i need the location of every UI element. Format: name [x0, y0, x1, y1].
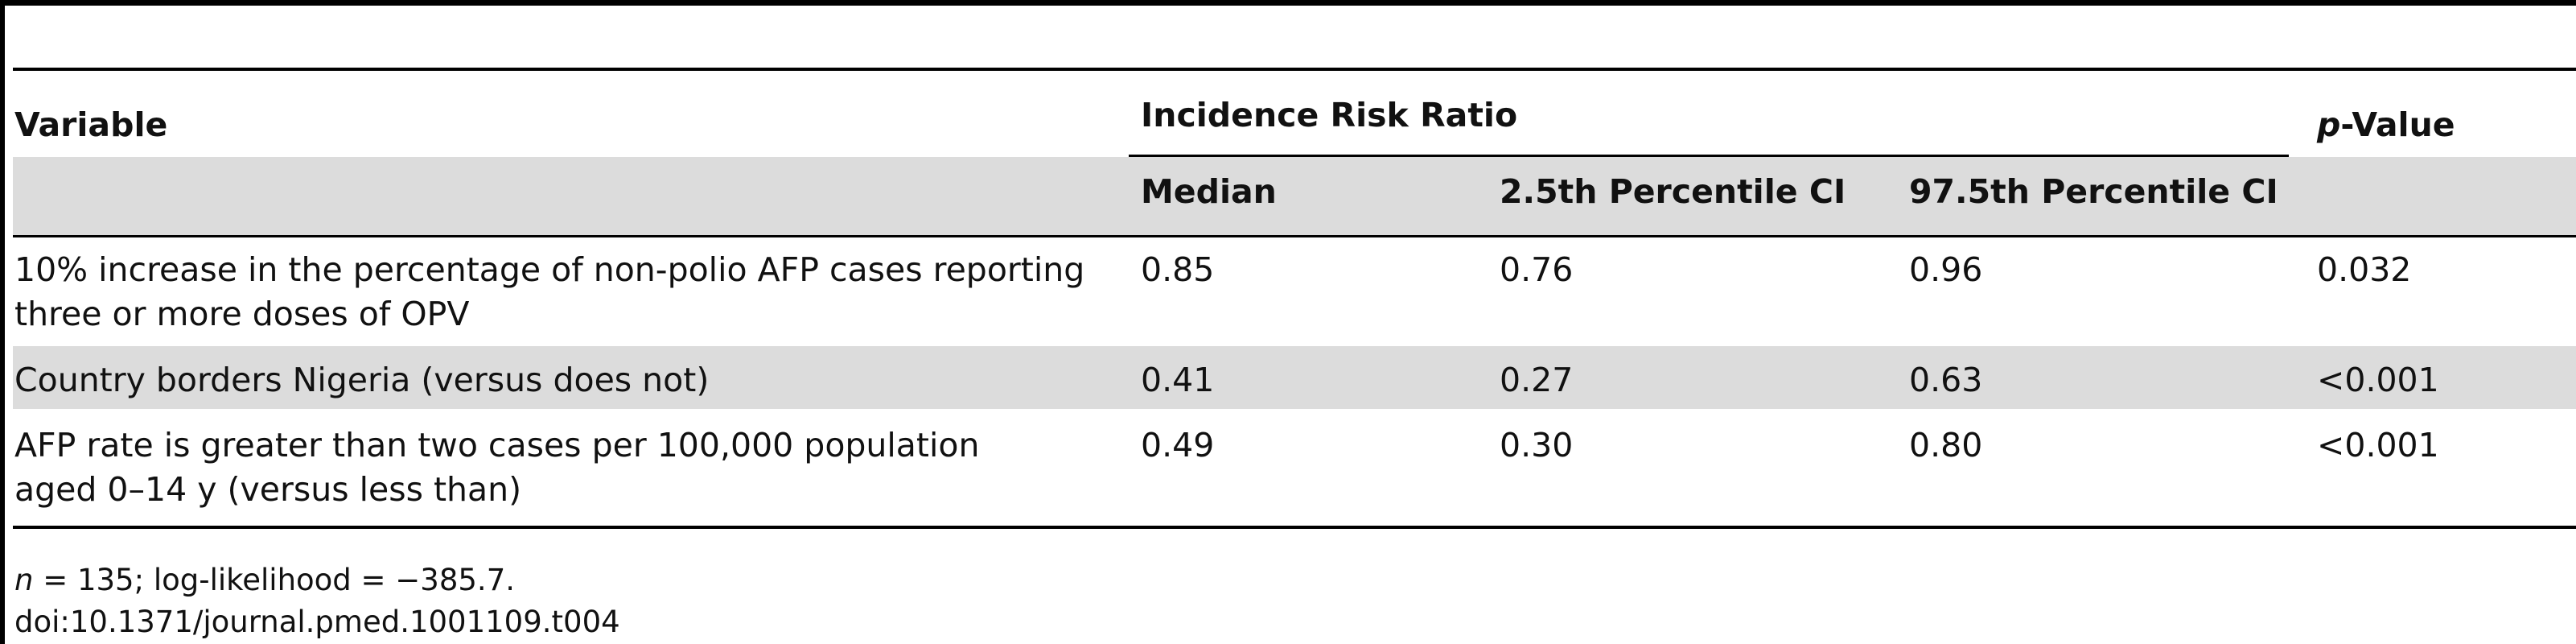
- row1-median: 0.85: [1141, 250, 1215, 289]
- row2-variable-line1: Country borders Nigeria (versus does not…: [14, 361, 710, 399]
- header-p-italic: p: [2317, 105, 2341, 144]
- header-ci-high: 97.5th Percentile CI: [1909, 172, 2278, 211]
- row1-p-value: 0.032: [2317, 250, 2412, 289]
- row2-median: 0.41: [1141, 361, 1215, 399]
- row1-variable-line1: 10% increase in the percentage of non-po…: [14, 250, 1085, 289]
- row1-variable-line2: three or more doses of OPV: [14, 295, 470, 333]
- left-border-rule: [0, 0, 5, 644]
- irr-group-underline: [1129, 155, 2289, 157]
- row2-ci-high: 0.63: [1909, 361, 1983, 399]
- row3-ci-high: 0.80: [1909, 426, 1983, 464]
- footnote-n-italic: n: [14, 563, 34, 597]
- header-median: Median: [1141, 172, 1277, 211]
- footnote-stats: n = 135; log-likelihood = −385.7.: [14, 559, 515, 601]
- row3-variable-line1: AFP rate is greater than two cases per 1…: [14, 426, 980, 464]
- row3-median: 0.49: [1141, 426, 1215, 464]
- header-bottom-rule: [13, 235, 2576, 237]
- row3-ci-low: 0.30: [1500, 426, 1574, 464]
- row3-variable-line2: aged 0–14 y (versus less than): [14, 470, 522, 509]
- table-top-rule: [13, 68, 2576, 71]
- header-variable: Variable: [14, 105, 168, 144]
- top-border-rule: [0, 0, 2576, 6]
- row2-ci-low: 0.27: [1500, 361, 1574, 399]
- subheader-band: [13, 157, 2576, 235]
- table-bottom-rule: [13, 526, 2576, 529]
- header-p-rest: -Value: [2340, 105, 2455, 144]
- row-shading-band: [13, 346, 2576, 409]
- row1-ci-low: 0.76: [1500, 250, 1574, 289]
- header-ci-low: 2.5th Percentile CI: [1500, 172, 1846, 211]
- row1-ci-high: 0.96: [1909, 250, 1983, 289]
- footnote-stats-text: = 135; log-likelihood = −385.7.: [33, 563, 515, 597]
- row3-p-value: <0.001: [2317, 426, 2439, 464]
- row2-p-value: <0.001: [2317, 361, 2439, 399]
- header-p-value: p-Value: [2317, 102, 2455, 147]
- header-incidence-risk-ratio: Incidence Risk Ratio: [1141, 96, 1518, 134]
- footnote-doi: doi:10.1371/journal.pmed.1001109.t004: [14, 605, 620, 639]
